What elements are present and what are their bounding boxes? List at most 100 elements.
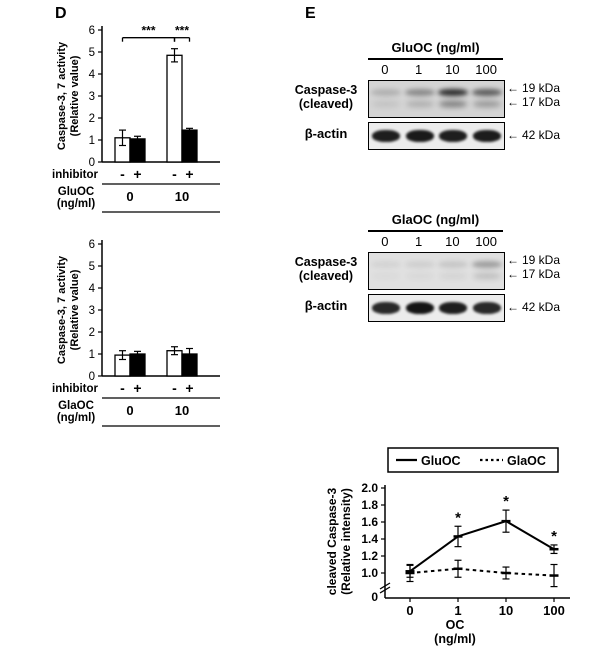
y-tick-label: 3	[89, 305, 95, 317]
bar	[181, 129, 198, 163]
dose-value: 10	[175, 403, 189, 418]
x-tick-label: 0	[406, 603, 413, 618]
inhibitor-sign: -	[172, 380, 177, 396]
blot-band	[473, 130, 502, 142]
y-tick-label: 5	[89, 47, 95, 59]
blot-band	[472, 89, 503, 97]
lane-label: 10	[445, 234, 460, 249]
blot-band	[438, 261, 469, 269]
lane-label: 0	[381, 62, 389, 77]
blot-band	[472, 261, 503, 269]
y-axis-title: (Relative intensity)	[339, 488, 353, 595]
blot-image-gluoc-caspase3	[368, 80, 505, 118]
marker-19kda: ← 19 kDa	[507, 253, 561, 267]
legend-label: GluOC	[421, 454, 461, 468]
bar	[129, 138, 146, 163]
blot-image-glaoc-caspase3	[368, 252, 505, 290]
blot-band	[438, 89, 469, 97]
inhibitor-sign: +	[185, 380, 193, 396]
y-tick-label: 0	[89, 157, 95, 169]
legend-box	[387, 447, 559, 473]
inhibitor-sign: -	[120, 166, 125, 182]
y-tick-label: 0	[89, 371, 95, 383]
bar	[166, 54, 183, 163]
inhibitor-sign: -	[172, 166, 177, 182]
blot-band	[405, 273, 434, 280]
blot-band	[473, 273, 502, 280]
dose-value: 10	[175, 189, 189, 204]
blot-band	[404, 261, 435, 269]
dose-value: 0	[126, 189, 133, 204]
y-tick-label: 6	[89, 239, 95, 251]
bar-chart-glaoc-activity: 0 1 2 3 4 5 6 Caspase-3, 7 activity (Relative va…	[52, 239, 220, 427]
y-tick-label: 2	[89, 327, 95, 339]
blot-band	[439, 130, 468, 142]
blot-band	[370, 261, 401, 269]
left-arrow-icon: ←	[507, 128, 519, 142]
y-tick-label: 4	[89, 283, 96, 295]
y-tick-label: 1	[89, 135, 95, 147]
dose-axis-label: (ng/ml)	[57, 198, 95, 210]
blot-band	[371, 130, 400, 142]
y-tick-label: 1.8	[361, 498, 378, 512]
panel-d-label: D	[55, 5, 67, 22]
marker-19kda: ← 19 kDa	[507, 81, 561, 95]
y-axis-title: Caspase-3, 7 activity	[56, 41, 68, 150]
inhibitor-sign: +	[133, 166, 141, 182]
blot-row-label-bactin: β-actin	[304, 126, 348, 141]
dose-axis-label: (ng/ml)	[57, 412, 95, 424]
blot-glaoc-title-rule	[368, 230, 503, 232]
left-arrow-icon: ←	[507, 267, 519, 281]
x-axis-title: (ng/ml)	[434, 632, 476, 646]
y-axis-title: (Relative value)	[69, 55, 81, 136]
blot-row-label-caspase3: Caspase-3 (cleaved)	[294, 83, 358, 111]
blot-glaoc-title: GlaOC (ng/ml)	[391, 212, 480, 227]
series-line-glaoc	[409, 567, 555, 577]
blot-image-gluoc-bactin	[368, 122, 505, 150]
lane-label: 100	[475, 62, 497, 77]
y-tick-label: 1.2	[361, 549, 378, 563]
inhibitor-label: inhibitor	[52, 169, 99, 181]
y-tick-label: 5	[89, 261, 95, 273]
significance-label: ***	[141, 24, 155, 38]
inhibitor-sign: -	[120, 380, 125, 396]
blot-band	[439, 273, 468, 280]
y-tick-label: 1.0	[361, 566, 378, 580]
significance-label: *	[455, 509, 461, 526]
y-axis-title: cleaved Caspase-3	[325, 487, 339, 595]
y-tick-label: 4	[89, 69, 96, 81]
y-tick-label: 1.4	[361, 532, 378, 546]
blot-band	[405, 130, 434, 142]
y-tick-label: 3	[89, 91, 95, 103]
inhibitor-sign: +	[185, 166, 193, 182]
inhibitor-sign: +	[133, 380, 141, 396]
lane-label: 1	[415, 62, 423, 77]
blot-row-label-bactin: β-actin	[304, 298, 348, 313]
blot-band	[371, 101, 400, 108]
marker-17kda: ← 17 kDa	[507, 95, 561, 109]
blot-row-label-caspase3: Caspase-3 (cleaved)	[294, 255, 358, 283]
blot-band	[404, 89, 435, 97]
x-tick-label: 100	[543, 603, 565, 618]
dose-value: 0	[126, 403, 133, 418]
lane-label: 0	[381, 234, 389, 249]
marker-42kda: ← 42 kDa	[507, 300, 561, 314]
y-axis-title: Caspase-3, 7 activity	[56, 255, 68, 364]
lane-label: 1	[415, 234, 423, 249]
left-arrow-icon: ←	[507, 95, 519, 109]
lane-label: 10	[445, 62, 460, 77]
y-tick-label: 2.0	[361, 481, 378, 495]
bar-chart-gluoc-activity: 0 1 2 3 4 5 6 Caspase-3, 7 activity (Relative va…	[52, 24, 220, 213]
left-arrow-icon: ←	[507, 300, 519, 314]
y-tick-label: 2	[89, 113, 95, 125]
marker-17kda: ← 17 kDa	[507, 267, 561, 281]
bar	[129, 353, 146, 377]
y-tick-label: 1	[89, 349, 95, 361]
significance-label: *	[503, 493, 509, 510]
dose-axis-label: GlaOC	[58, 400, 94, 412]
panel-e-label: E	[305, 5, 316, 22]
blot-band	[473, 101, 502, 108]
significance-label: *	[551, 528, 557, 545]
y-axis-title: (Relative value)	[69, 269, 81, 350]
blot-image-glaoc-bactin	[368, 294, 505, 322]
